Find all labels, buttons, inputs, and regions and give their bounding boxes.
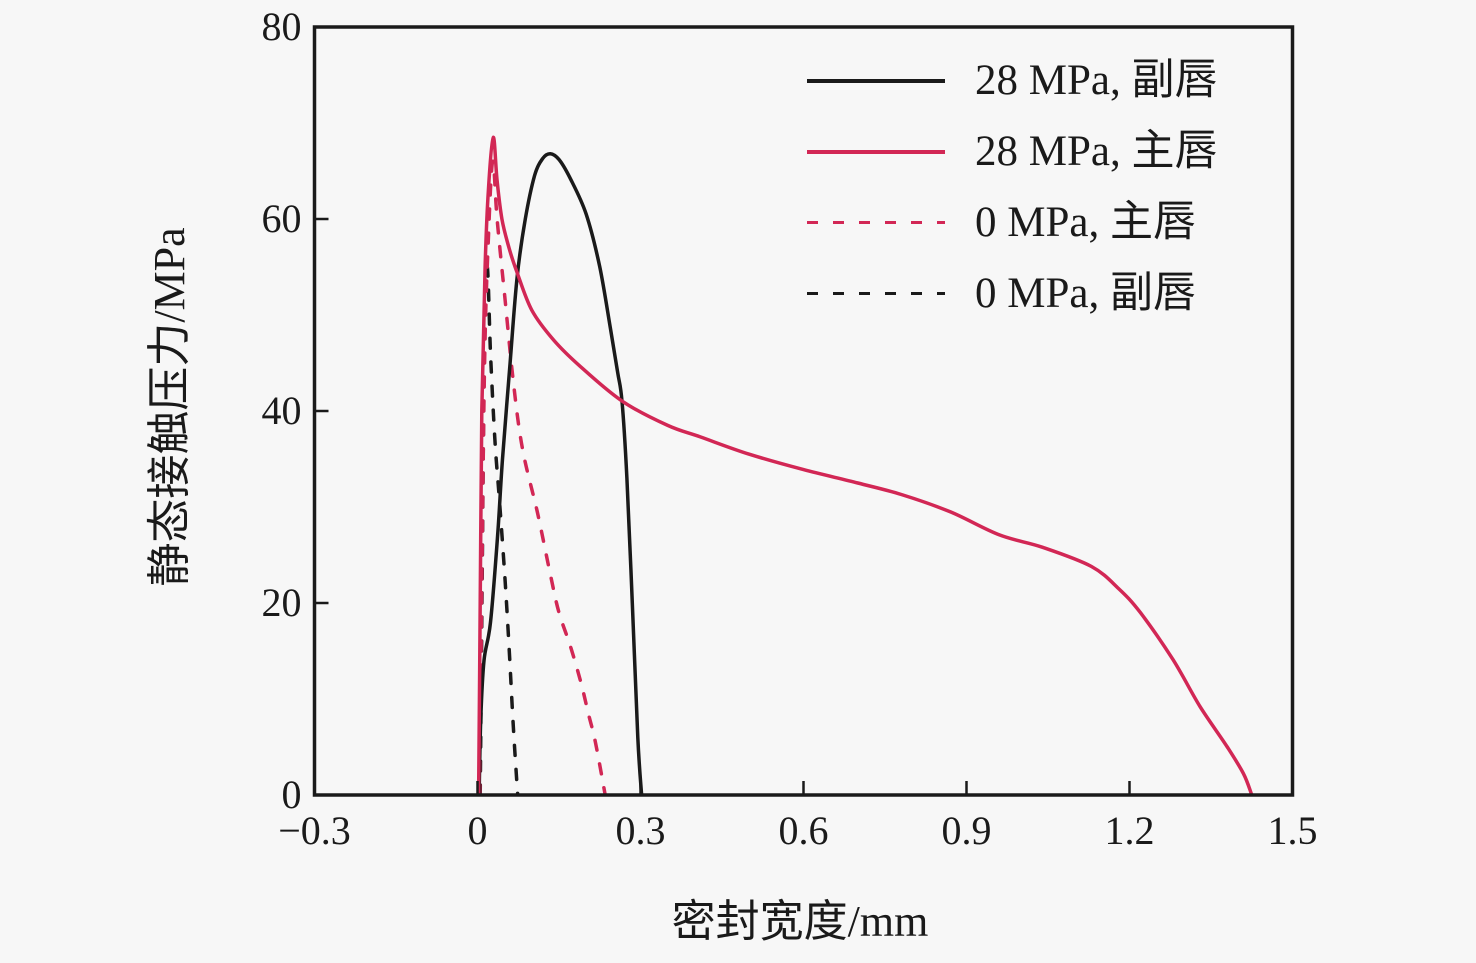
- x-tick-label: 0: [467, 808, 488, 853]
- legend-label: 0 MPa, 副唇: [975, 270, 1196, 317]
- y-tick-label: 80: [261, 4, 302, 49]
- series-curve-1: [476, 135, 1254, 795]
- legend-label: 28 MPa, 副唇: [975, 57, 1218, 104]
- y-tick-label: 40: [261, 388, 302, 433]
- legend-line-swatch-solid-red: [807, 149, 945, 154]
- legend-item: 0 MPa, 主唇: [807, 187, 1217, 258]
- legend-label: 0 MPa, 主唇: [975, 199, 1196, 246]
- x-tick-label: −0.3: [278, 808, 351, 853]
- legend-label: 28 MPa, 主唇: [975, 128, 1218, 175]
- series-curve-2: [477, 159, 607, 795]
- x-tick-label: 1.2: [1104, 808, 1155, 853]
- x-axis-title: 密封宽度/mm: [671, 897, 929, 946]
- y-tick-label: 60: [261, 196, 302, 241]
- legend-line-swatch-dashed-red: [807, 220, 945, 225]
- y-tick-label: 0: [281, 772, 302, 817]
- legend-line-swatch-dashed-black: [807, 291, 945, 296]
- x-tick-label: 0.3: [615, 808, 666, 853]
- plot-series: [476, 135, 1254, 795]
- y-tick-label: 20: [261, 580, 302, 625]
- legend-item: 28 MPa, 主唇: [807, 116, 1217, 187]
- x-tick-label: 0.6: [778, 808, 829, 853]
- legend: 28 MPa, 副唇 28 MPa, 主唇 0 MPa, 主唇 0 MPa, 副…: [807, 45, 1217, 329]
- series-curve-0: [477, 151, 644, 795]
- x-tick-label: 1.5: [1267, 808, 1318, 853]
- legend-item: 0 MPa, 副唇: [807, 258, 1217, 329]
- legend-item: 28 MPa, 副唇: [807, 45, 1217, 116]
- legend-line-swatch-solid-black: [807, 78, 945, 83]
- y-axis-title: 静态接触压力/MPa: [145, 227, 194, 587]
- x-tick-label: 0.9: [941, 808, 992, 853]
